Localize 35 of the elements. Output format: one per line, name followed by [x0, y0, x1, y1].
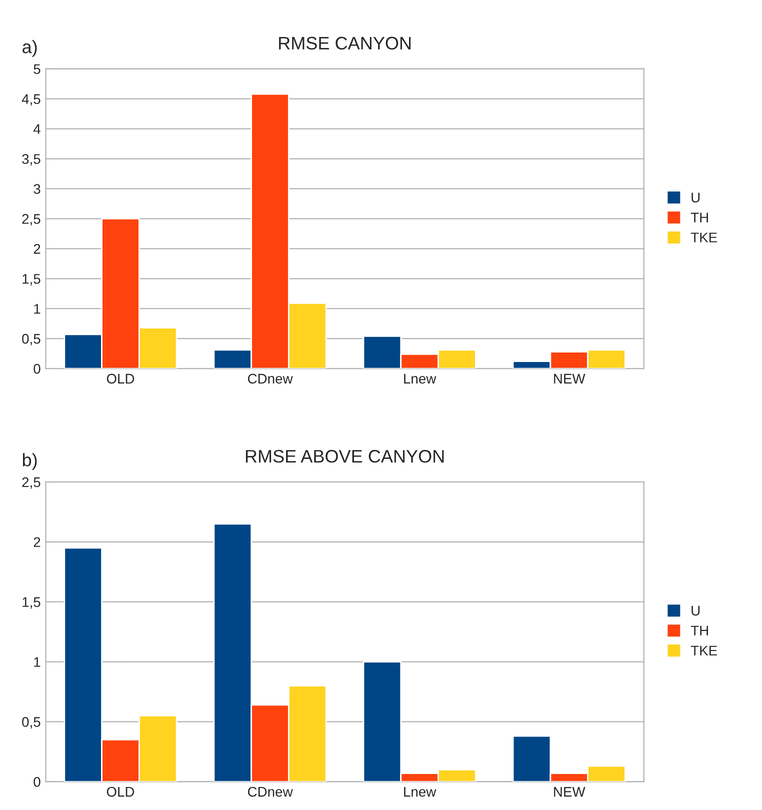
- legend-label: U: [692, 192, 700, 202]
- legend-label: TKE: [690, 646, 717, 656]
- chart-title: RMSE CANYON: [279, 36, 411, 50]
- x-tick-label: Lnew: [404, 374, 436, 384]
- x-tick-label: CDnew: [248, 374, 293, 384]
- y-tick-label: 2: [34, 244, 40, 254]
- x-tick-label: NEW: [554, 787, 586, 797]
- y-tick-label: 0,5: [22, 717, 40, 729]
- y-tick-label: 3,5: [22, 154, 40, 166]
- y-tick-label: 2,5: [22, 477, 40, 489]
- x-tick-label: NEW: [554, 374, 586, 384]
- y-tick-label: 4,5: [22, 94, 40, 106]
- y-tick-label: 5: [34, 64, 40, 74]
- y-tick-label: 0: [34, 364, 40, 374]
- y-tick-label: 1,5: [22, 597, 40, 609]
- y-tick-label: 0: [34, 776, 40, 787]
- y-tick-label: 0,5: [22, 334, 40, 346]
- y-tick-label: 4: [33, 124, 40, 134]
- x-tick-label: OLD: [106, 374, 134, 384]
- y-tick-label: 1,5: [22, 274, 40, 286]
- y-tick-label: 1: [34, 304, 40, 314]
- legend-label: TH: [690, 212, 708, 222]
- x-tick-label: Lnew: [404, 787, 436, 797]
- legend-label: TKE: [690, 232, 717, 242]
- y-tick-label: 1: [34, 657, 40, 667]
- text: b): [22, 453, 37, 470]
- y-tick-label: 2,5: [22, 214, 40, 226]
- y-tick-label: 2: [34, 537, 40, 547]
- legend-label: TH: [690, 626, 708, 636]
- x-tick-label: CDnew: [248, 786, 293, 797]
- chart-title: RMSE ABOVE CANYON: [246, 450, 444, 463]
- text: a): [22, 40, 37, 57]
- x-tick-label: OLD: [106, 786, 134, 797]
- legend-label: U: [692, 606, 700, 616]
- y-tick-label: 3: [34, 184, 40, 194]
